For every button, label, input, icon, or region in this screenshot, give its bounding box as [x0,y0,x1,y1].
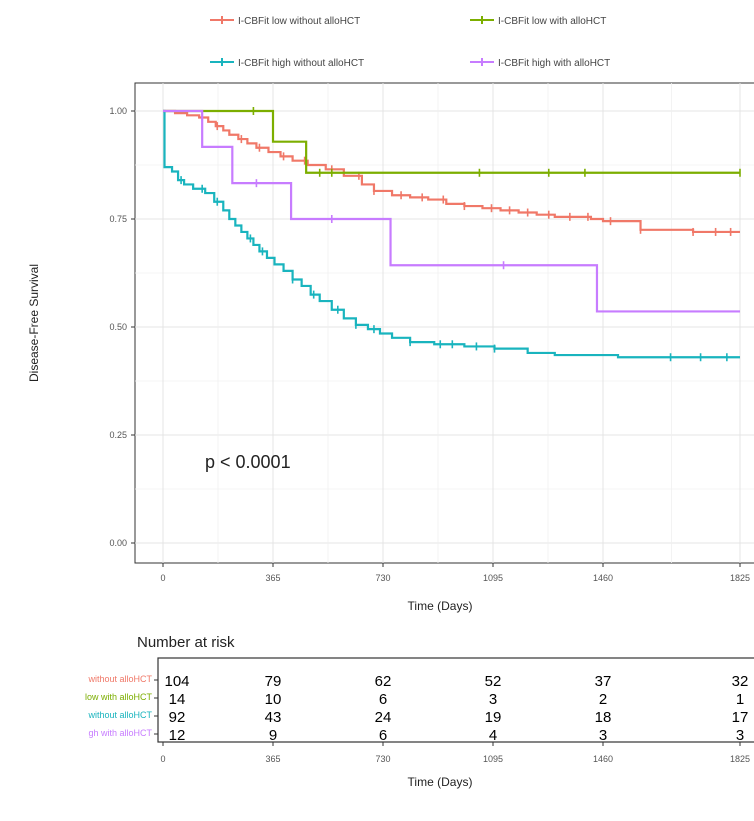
risk-value: 3 [736,727,744,744]
risk-value: 32 [732,673,749,690]
x-tick-label: 0 [160,573,165,583]
risk-table-frame [157,657,754,743]
survival-curve [163,109,740,234]
risk-value: 62 [375,673,392,690]
y-tick-label: 0.75 [109,214,127,224]
x-tick-label: 1460 [593,573,613,583]
legend-label: I-CBFit high without alloHCT [238,58,364,69]
risk-x-tick-label: 730 [375,754,390,764]
risk-value: 4 [489,727,497,744]
risk-value: 3 [599,727,607,744]
risk-row-label: gh with alloHCT [88,728,152,738]
y-tick-label: 0.00 [109,538,127,548]
risk-value: 10 [265,691,282,708]
risk-x-tick-label: 365 [265,754,280,764]
risk-value: 37 [595,673,612,690]
risk-value: 1 [736,691,744,708]
risk-x-tick-label: 1095 [483,754,503,764]
x-tick-label: 730 [375,573,390,583]
survival-curve [163,109,740,359]
risk-value: 43 [265,709,282,726]
risk-value: 6 [379,691,387,708]
risk-x-tick-label: 1825 [730,754,750,764]
risk-row-label: low with alloHCT [85,692,153,702]
x-tick-label: 365 [265,573,280,583]
legend-label: I-CBFit high with alloHCT [498,58,610,69]
risk-value: 3 [489,691,497,708]
legend-label: I-CBFit low without alloHCT [238,16,360,27]
risk-row-label: without alloHCT [87,710,152,720]
risk-row-label: without alloHCT [87,674,152,684]
survival-curve [163,109,740,174]
risk-value: 2 [599,691,607,708]
risk-value: 104 [164,673,189,690]
risk-value: 9 [269,727,277,744]
risk-value: 14 [169,691,186,708]
risk-value: 12 [169,727,186,744]
risk-value: 79 [265,673,282,690]
y-tick-label: 1.00 [109,106,127,116]
risk-value: 24 [375,709,392,726]
risk-value: 18 [595,709,612,726]
plot-panel [134,82,754,564]
x-axis-title: Time (Days) [408,599,473,613]
y-tick-label: 0.50 [109,322,127,332]
risk-value: 19 [485,709,502,726]
legend-label: I-CBFit low with alloHCT [498,16,606,27]
p-value-annotation: p < 0.0001 [205,452,291,472]
risk-x-tick-label: 1460 [593,754,613,764]
y-tick-label: 0.25 [109,430,127,440]
risk-value: 92 [169,709,186,726]
x-tick-label: 1095 [483,573,503,583]
risk-x-tick-label: 0 [160,754,165,764]
risk-value: 17 [732,709,749,726]
survival-curve [163,109,740,313]
risk-value: 52 [485,673,502,690]
risk-value: 6 [379,727,387,744]
x-tick-label: 1825 [730,573,750,583]
risk-table-title: Number at risk [137,634,235,651]
risk-x-axis-title: Time (Days) [408,775,473,789]
y-axis-title: Disease-Free Survival [27,264,41,382]
